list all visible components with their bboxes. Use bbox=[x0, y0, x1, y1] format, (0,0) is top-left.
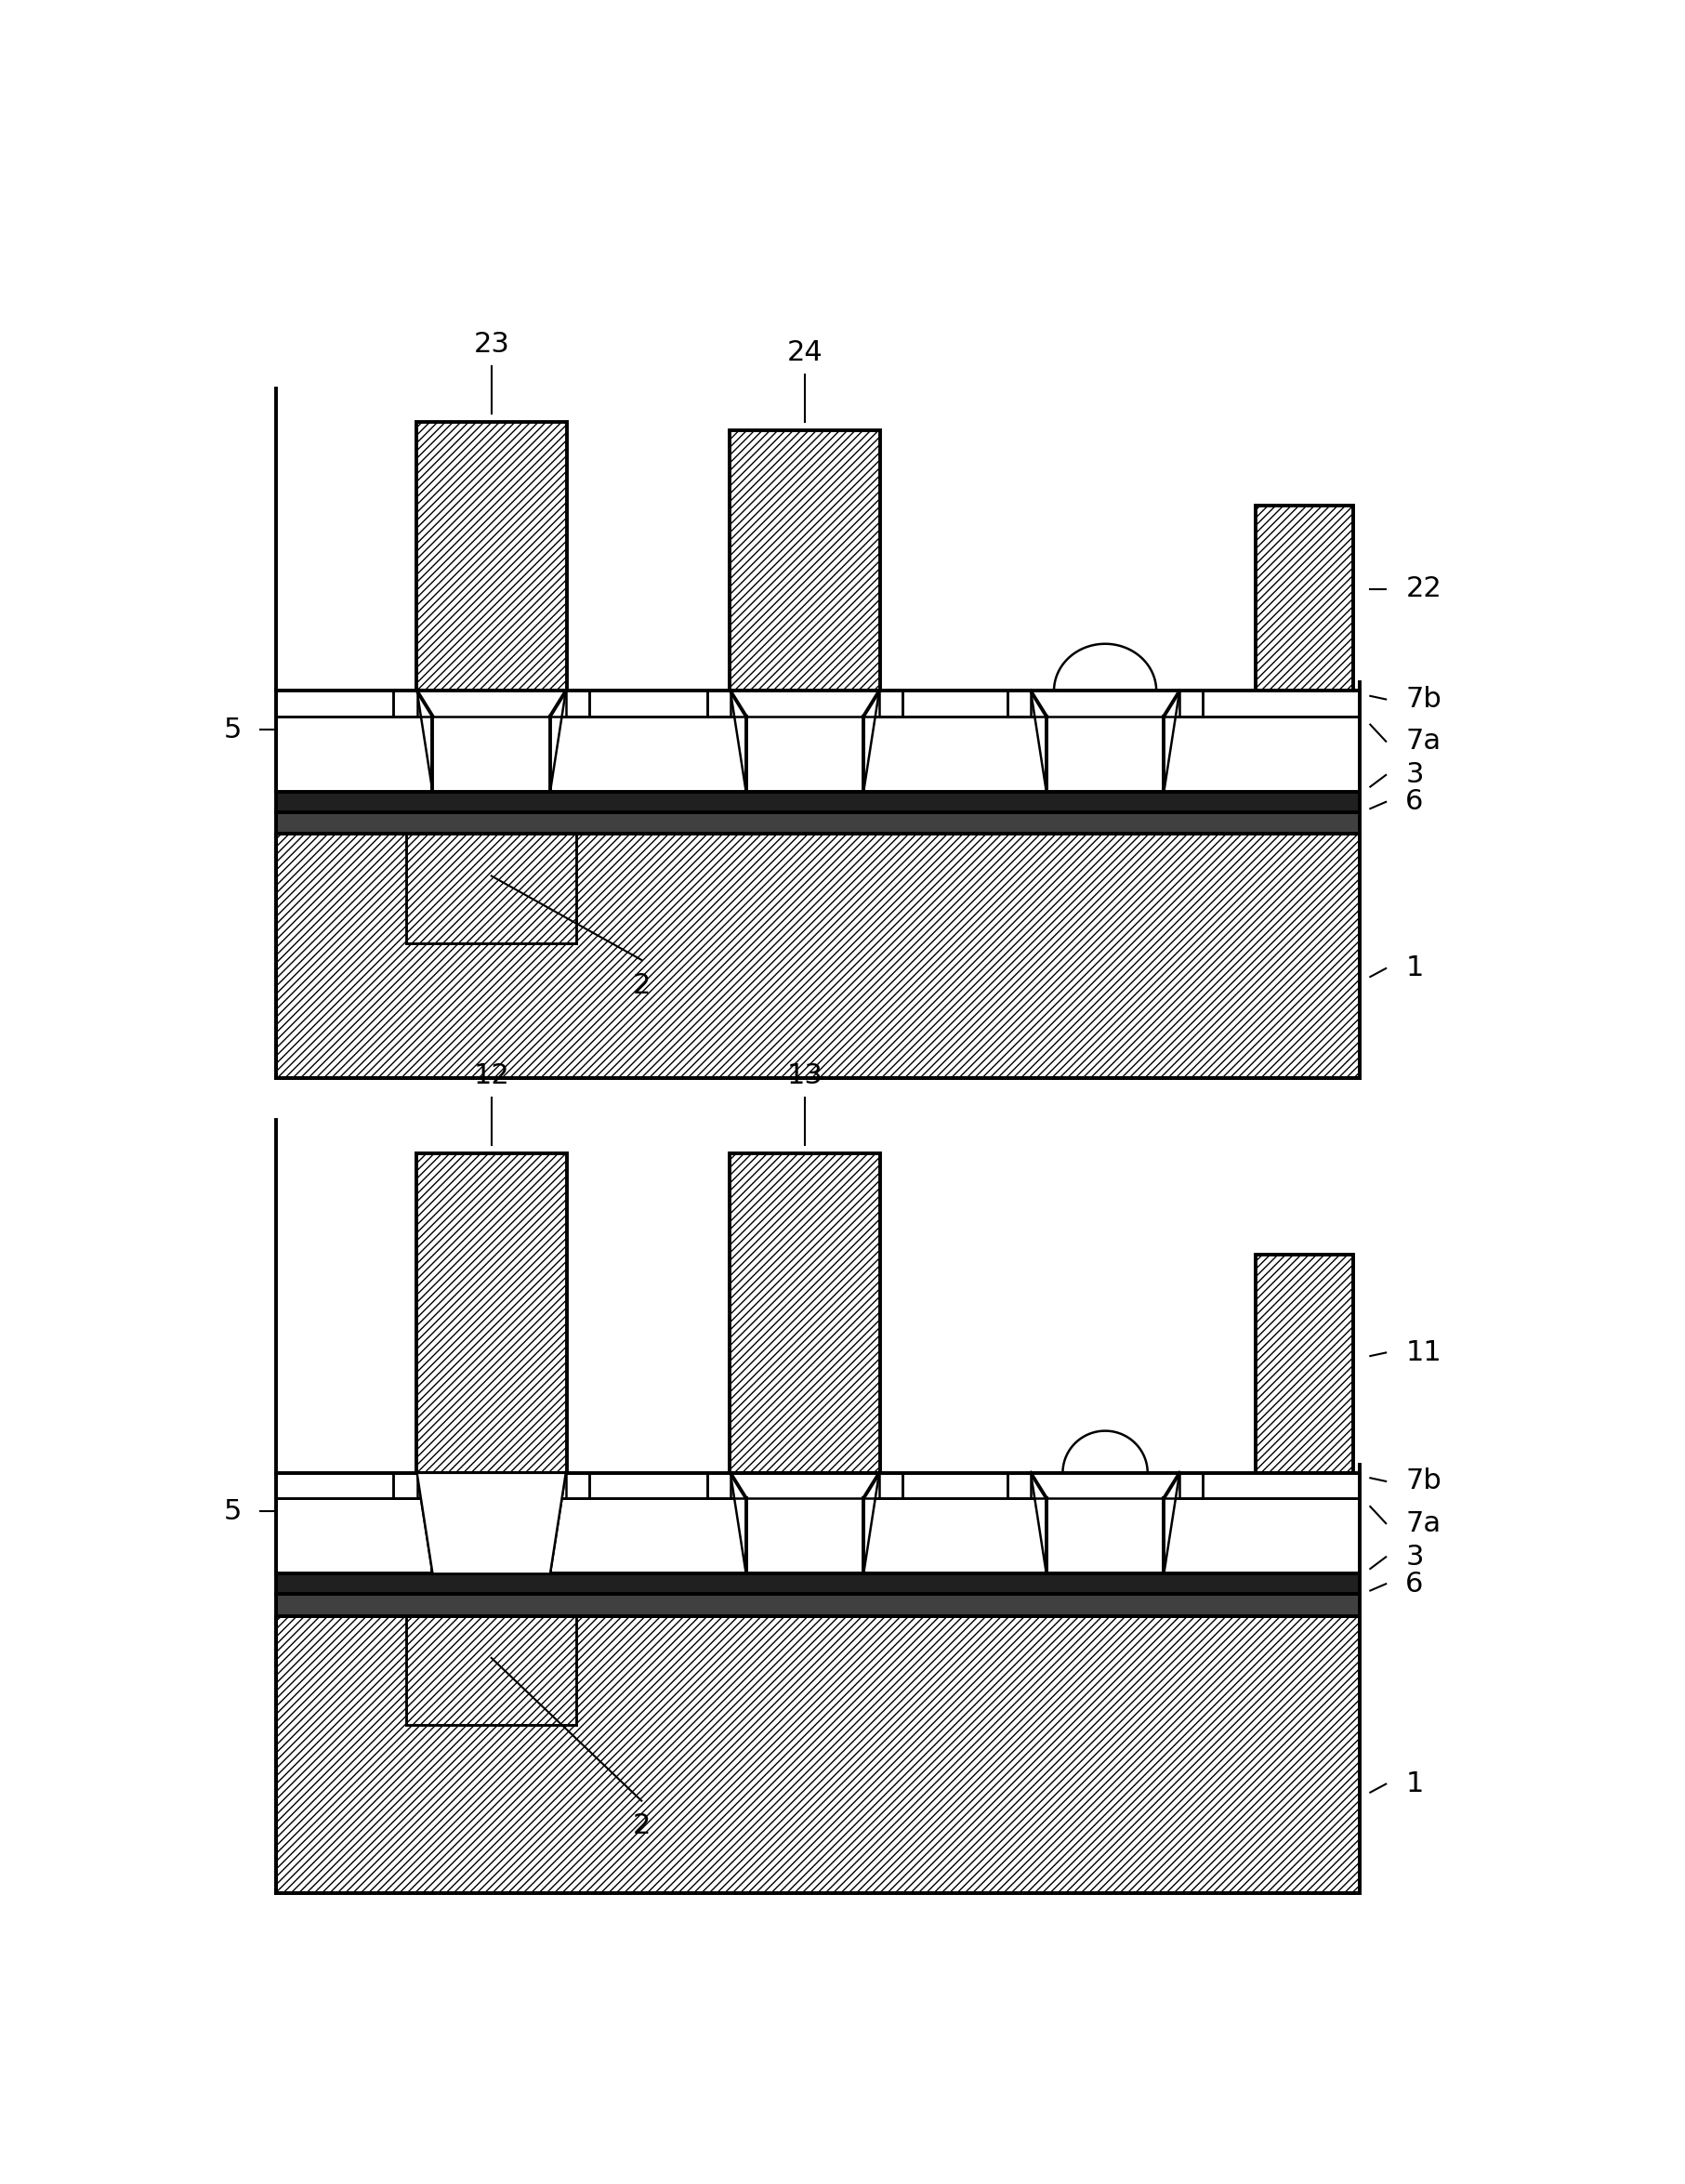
Bar bbox=[276, 812, 1360, 834]
Polygon shape bbox=[1031, 690, 1179, 793]
Polygon shape bbox=[730, 690, 880, 793]
Polygon shape bbox=[416, 422, 566, 690]
Text: 13: 13 bbox=[787, 1061, 822, 1090]
Text: 7a: 7a bbox=[1405, 727, 1441, 756]
Polygon shape bbox=[416, 1153, 566, 1472]
Bar bbox=[406, 1616, 576, 1725]
Text: 12: 12 bbox=[473, 1061, 509, 1090]
Bar bbox=[276, 1616, 1360, 1894]
Polygon shape bbox=[394, 1472, 416, 1498]
Bar bbox=[433, 1472, 551, 1575]
Text: 5: 5 bbox=[224, 1498, 241, 1524]
Polygon shape bbox=[730, 1153, 880, 1472]
Text: 24: 24 bbox=[787, 339, 822, 367]
Bar bbox=[406, 834, 576, 943]
Bar bbox=[276, 834, 1360, 1077]
Polygon shape bbox=[1008, 690, 1031, 716]
Text: 11: 11 bbox=[1405, 1339, 1441, 1367]
Bar bbox=[1046, 1472, 1164, 1575]
Polygon shape bbox=[730, 430, 880, 690]
Text: 1: 1 bbox=[1405, 1771, 1424, 1797]
Text: 6: 6 bbox=[1405, 788, 1424, 815]
Text: 6: 6 bbox=[1405, 1570, 1424, 1597]
Bar bbox=[276, 1594, 1360, 1616]
Polygon shape bbox=[416, 1472, 566, 1575]
Polygon shape bbox=[566, 690, 590, 716]
Text: 22: 22 bbox=[1405, 577, 1441, 603]
Text: 2: 2 bbox=[632, 1813, 650, 1839]
Polygon shape bbox=[880, 1472, 903, 1498]
Text: 7b: 7b bbox=[1405, 686, 1441, 712]
Polygon shape bbox=[1008, 1472, 1031, 1498]
Text: 3: 3 bbox=[1405, 1544, 1424, 1570]
Text: 5: 5 bbox=[224, 716, 241, 743]
Polygon shape bbox=[394, 690, 416, 716]
Polygon shape bbox=[730, 1472, 880, 1575]
Bar bbox=[746, 690, 864, 793]
Text: 7b: 7b bbox=[1405, 1468, 1441, 1494]
Polygon shape bbox=[1179, 690, 1203, 716]
Bar bbox=[276, 716, 1360, 793]
Bar bbox=[433, 1472, 551, 1575]
Text: 2: 2 bbox=[632, 972, 650, 998]
Polygon shape bbox=[1031, 1472, 1179, 1575]
Bar bbox=[276, 793, 1360, 812]
Polygon shape bbox=[566, 1472, 590, 1498]
Bar bbox=[433, 690, 551, 793]
Polygon shape bbox=[880, 690, 903, 716]
Polygon shape bbox=[1179, 1472, 1203, 1498]
Polygon shape bbox=[416, 1472, 566, 1575]
Polygon shape bbox=[416, 690, 566, 793]
Text: 3: 3 bbox=[1405, 762, 1424, 788]
Polygon shape bbox=[708, 690, 730, 716]
Text: 1: 1 bbox=[1405, 954, 1424, 983]
Bar bbox=[276, 1472, 1360, 1498]
Bar bbox=[276, 1498, 1360, 1575]
Bar bbox=[276, 1575, 1360, 1594]
Text: 7a: 7a bbox=[1405, 1509, 1441, 1538]
Bar bbox=[433, 1472, 551, 1575]
Polygon shape bbox=[1053, 644, 1156, 690]
Bar bbox=[1046, 690, 1164, 793]
Polygon shape bbox=[1063, 1431, 1147, 1472]
Bar bbox=[1255, 507, 1353, 690]
Polygon shape bbox=[708, 1472, 730, 1498]
Bar bbox=[276, 690, 1360, 716]
Bar bbox=[746, 1472, 864, 1575]
Text: 23: 23 bbox=[473, 332, 509, 358]
Bar bbox=[1255, 1254, 1353, 1472]
